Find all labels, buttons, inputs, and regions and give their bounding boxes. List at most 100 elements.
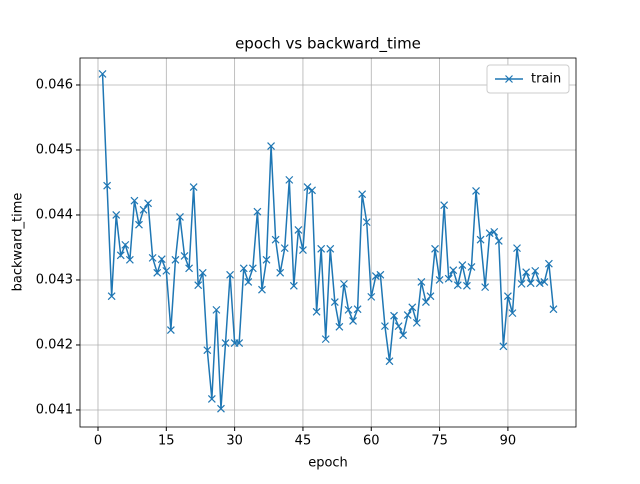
marker (522, 268, 531, 277)
marker (549, 305, 558, 314)
marker (485, 229, 494, 238)
marker (166, 326, 175, 334)
marker (271, 235, 280, 244)
marker (467, 263, 476, 271)
marker (517, 279, 526, 288)
marker (98, 70, 107, 78)
marker (326, 244, 335, 253)
marker (381, 322, 389, 331)
y-tick-label: 0.044 (36, 207, 73, 222)
marker (244, 277, 253, 286)
marker (294, 225, 303, 234)
marker (221, 339, 230, 347)
marker (335, 322, 344, 331)
marker (494, 237, 503, 245)
marker (526, 279, 535, 288)
marker (280, 244, 289, 253)
marker (289, 281, 298, 290)
marker (217, 404, 225, 413)
marker (148, 253, 157, 262)
marker (535, 279, 544, 288)
marker (513, 244, 521, 253)
marker (330, 298, 339, 306)
marker (472, 186, 480, 195)
marker (203, 346, 212, 355)
marker (171, 255, 180, 264)
marker (544, 259, 553, 268)
marker (449, 266, 458, 275)
marker (176, 212, 184, 221)
y-axis-label: backward_time (11, 193, 26, 292)
marker (349, 316, 357, 325)
marker (239, 264, 248, 273)
chart-title: epoch vs backward_time (235, 35, 421, 54)
legend-marker (505, 75, 513, 83)
marker (390, 311, 398, 320)
marker (144, 199, 153, 208)
marker (422, 298, 430, 306)
marker (376, 270, 385, 279)
marker (340, 279, 348, 288)
marker (476, 235, 485, 244)
marker (207, 394, 216, 403)
marker (321, 335, 330, 344)
marker (235, 339, 244, 347)
plot-frame (79, 57, 577, 428)
marker (362, 218, 371, 227)
marker (344, 305, 353, 314)
marker (426, 292, 435, 301)
marker (112, 211, 121, 219)
marker (103, 181, 112, 190)
y-tick-label: 0.042 (36, 337, 73, 352)
marker (385, 357, 394, 366)
x-tick-label: 90 (500, 434, 517, 449)
marker (371, 272, 380, 280)
marker (285, 175, 294, 184)
marker (417, 277, 426, 286)
marker (503, 292, 512, 301)
y-tick-label: 0.041 (36, 402, 73, 417)
marker (408, 303, 417, 312)
marker (226, 270, 234, 279)
marker (317, 244, 326, 253)
marker (276, 268, 285, 277)
marker (130, 196, 139, 205)
x-tick-label: 45 (295, 434, 312, 449)
marker (258, 285, 266, 294)
marker (107, 292, 116, 301)
y-tick-label: 0.046 (36, 77, 73, 92)
marker (121, 240, 130, 249)
x-tick-label: 15 (158, 434, 175, 449)
x-tick-label: 75 (431, 434, 448, 449)
marker (308, 186, 316, 195)
marker (412, 318, 421, 327)
marker (367, 292, 376, 301)
y-tick-label: 0.045 (36, 142, 73, 157)
marker (312, 307, 321, 316)
marker (198, 268, 207, 277)
marker (358, 190, 367, 199)
marker (162, 266, 171, 275)
marker (180, 251, 189, 260)
marker (262, 255, 271, 264)
marker (403, 311, 412, 319)
marker (153, 268, 162, 277)
marker (444, 274, 453, 283)
marker (125, 255, 134, 264)
marker (435, 276, 444, 284)
marker (353, 305, 362, 314)
marker (490, 227, 499, 236)
x-tick-label: 30 (226, 434, 243, 449)
marker (189, 183, 198, 191)
marker (540, 277, 549, 286)
marker (394, 322, 403, 331)
marker (157, 255, 166, 264)
marker (248, 264, 257, 273)
marker (212, 305, 221, 314)
x-axis-label: epoch (308, 456, 348, 471)
marker (399, 331, 408, 340)
marker (453, 281, 462, 290)
y-tick-label: 0.043 (36, 272, 73, 287)
legend-label: train (531, 72, 561, 87)
marker (462, 281, 471, 290)
